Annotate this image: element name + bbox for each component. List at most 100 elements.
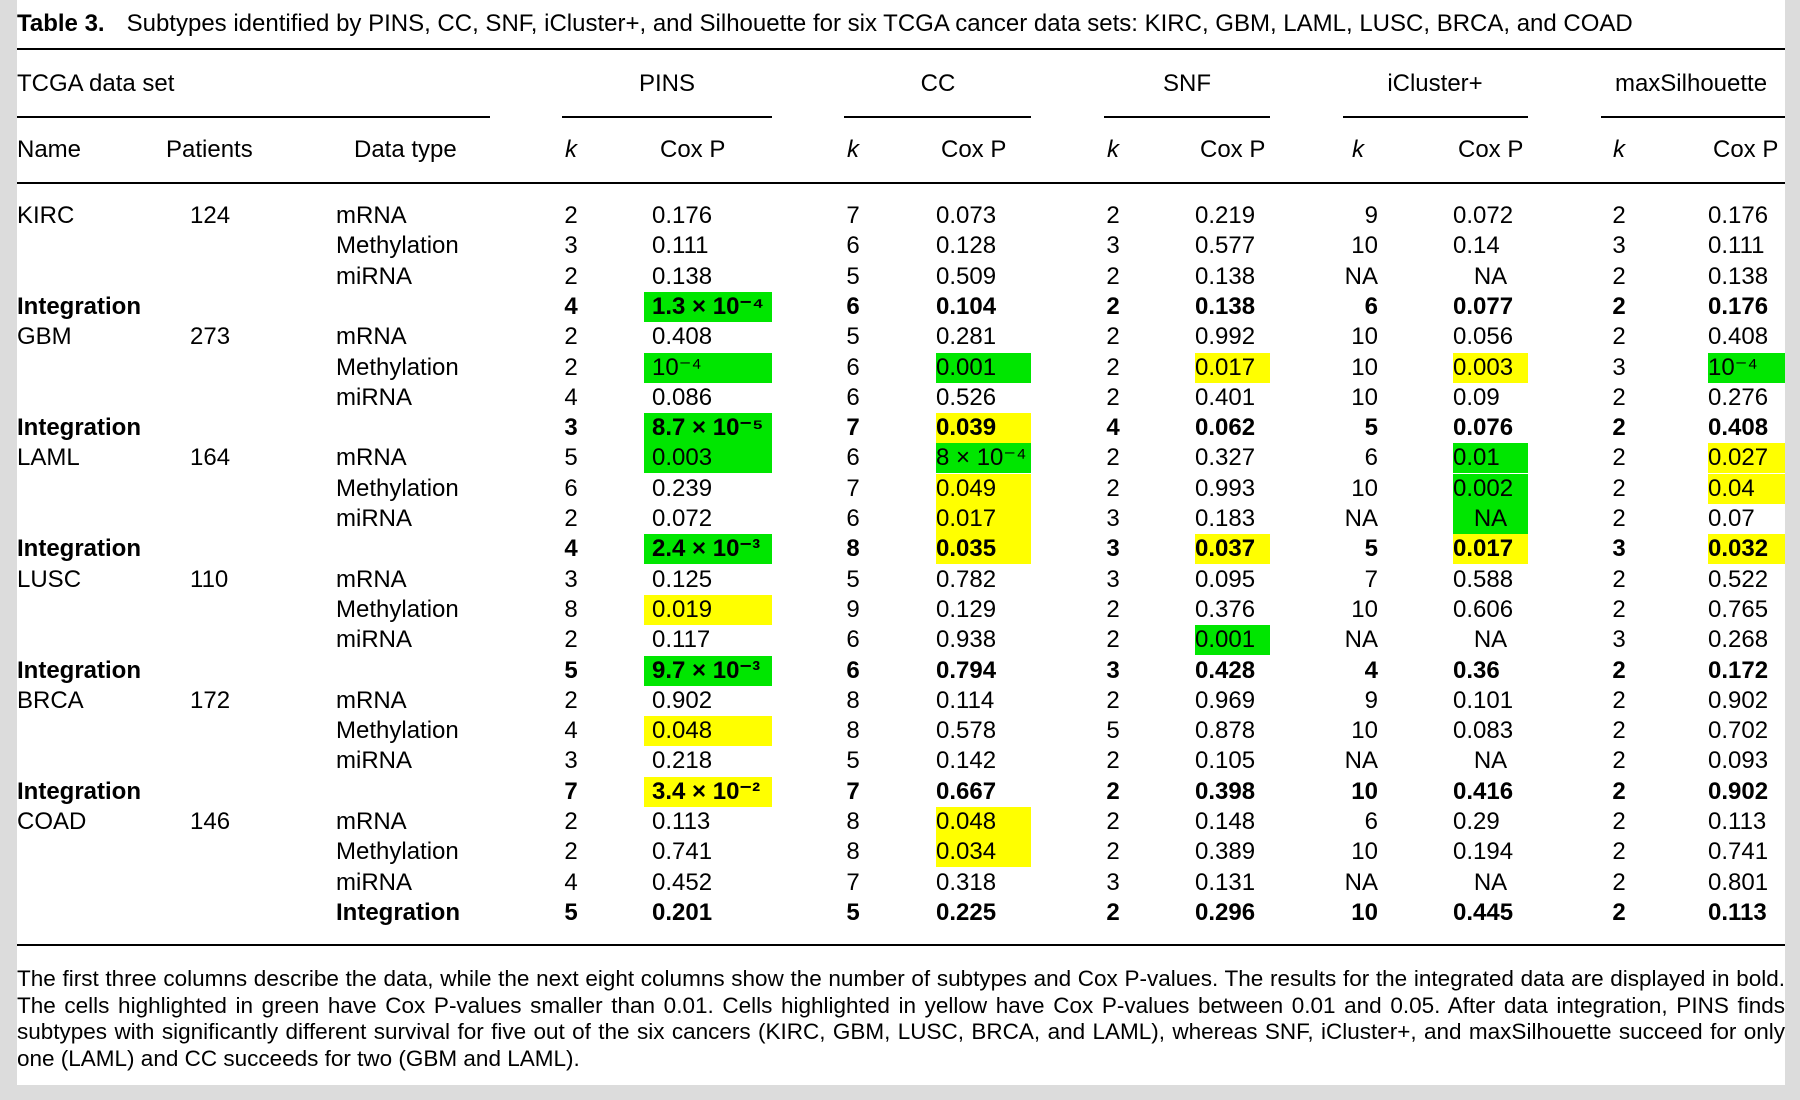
k-icluster: 10	[1351, 717, 1378, 745]
cox-p-icluster: 0.083	[1453, 717, 1514, 745]
row-name: Integration	[17, 292, 141, 320]
k-icluster: 5	[1364, 535, 1378, 563]
cox-p-pins: 0.117	[652, 626, 711, 654]
cox-p-cc: 0.782	[936, 565, 997, 593]
cox-p-cc: 0.225	[936, 898, 997, 926]
cox-p-snf: 0.095	[1195, 565, 1256, 593]
k-cc: 8	[846, 838, 860, 866]
row-data-type: Integration	[336, 898, 460, 926]
k-pins: 4	[564, 535, 578, 563]
row-data-type: miRNA	[336, 747, 412, 775]
k-icluster: 10	[1351, 595, 1378, 623]
k-icluster: 10	[1351, 838, 1378, 866]
k-cc: 6	[846, 353, 860, 381]
row-data-type: mRNA	[336, 323, 407, 351]
k-cc: 8	[846, 808, 860, 835]
k-pins: 4	[564, 383, 578, 411]
cox-p-snf: 0.327	[1195, 444, 1256, 472]
k-icluster: 6	[1364, 808, 1378, 835]
k-pins: 3	[564, 414, 578, 442]
table-row: LUSC 110 mRNA 3 0.125 5 0.782 3 0.095 7 0.588 2 0.52…	[17, 565, 1785, 595]
cox-p-maxsilhouette: 0.801	[1708, 868, 1769, 896]
cox-p-cc: 0.104	[936, 292, 997, 320]
k-cc: 5	[846, 898, 860, 926]
k-maxsilhouette: 3	[1612, 626, 1626, 654]
header-k-snf: k	[1107, 136, 1119, 163]
cox-p-icluster: 0.09	[1453, 383, 1500, 411]
cox-p-snf: 0.037	[1195, 534, 1270, 565]
k-pins: 2	[564, 202, 578, 229]
cox-p-icluster: NA	[1473, 262, 1508, 290]
k-snf: 2	[1106, 626, 1120, 654]
cox-p-pins: 0.452	[652, 868, 713, 896]
header-patients: Patients	[166, 136, 253, 163]
k-maxsilhouette: 2	[1612, 474, 1626, 502]
k-snf: 2	[1106, 474, 1120, 502]
k-snf: 2	[1106, 777, 1120, 805]
table-row: Methylation 2 10⁻⁴ 6 0.001 2 0.017 10 0.003 3 10⁻⁴	[17, 352, 1785, 383]
cox-p-pins: 0.218	[652, 747, 713, 775]
k-snf: 3	[1106, 535, 1120, 563]
cox-p-snf: 0.001	[1195, 625, 1270, 656]
k-icluster: 10	[1351, 777, 1378, 805]
row-patients: 124	[190, 202, 231, 229]
cox-p-maxsilhouette: 0.902	[1708, 777, 1769, 805]
cox-p-pins: 0.072	[652, 505, 713, 532]
cox-p-cc: 0.318	[936, 868, 997, 896]
header-group-cc: CC	[920, 70, 956, 97]
k-pins: 3	[564, 232, 578, 260]
cox-p-cc: 0.017	[936, 504, 1031, 534]
cox-p-snf: 0.969	[1195, 686, 1256, 714]
cox-p-maxsilhouette: 0.07	[1708, 505, 1755, 532]
table-row: KIRC 124 mRNA 2 0.176 7 0.073 2 0.219 9 0.072 2 0.17…	[17, 201, 1785, 231]
table-row: GBM 273 mRNA 2 0.408 5 0.281 2 0.992 10 0.056 2 0.40…	[17, 322, 1785, 352]
cox-p-snf: 0.138	[1195, 292, 1256, 320]
k-icluster: NA	[1344, 626, 1378, 654]
cox-p-snf: 0.401	[1195, 383, 1256, 411]
row-name: LUSC	[17, 565, 82, 593]
top-rule	[17, 48, 1785, 50]
k-pins: 7	[564, 777, 578, 805]
k-cc: 8	[846, 535, 860, 563]
row-name: Integration	[17, 535, 141, 563]
k-icluster: NA	[1344, 262, 1378, 290]
cox-p-maxsilhouette: 0.113	[1708, 808, 1767, 835]
cox-p-cc: 0.114	[936, 686, 995, 714]
cox-p-maxsilhouette: 0.741	[1708, 838, 1769, 866]
k-icluster: 10	[1351, 898, 1378, 926]
cox-p-pins: 0.125	[652, 565, 713, 593]
k-cc: 6	[846, 444, 860, 472]
k-icluster: 10	[1351, 383, 1378, 411]
cox-p-maxsilhouette: 0.111	[1708, 232, 1765, 260]
cox-p-pins: 0.048	[644, 716, 772, 747]
row-data-type: Methylation	[336, 838, 459, 866]
k-pins: 5	[564, 656, 578, 684]
cox-p-maxsilhouette: 0.138	[1708, 262, 1769, 290]
row-data-type: miRNA	[336, 383, 412, 411]
k-icluster: 10	[1351, 353, 1378, 381]
row-data-type: mRNA	[336, 202, 407, 229]
k-icluster: 9	[1364, 686, 1378, 714]
cox-p-cc: 0.938	[936, 626, 997, 654]
cox-p-icluster: 0.101	[1453, 686, 1514, 714]
cox-p-cc: 0.142	[936, 747, 997, 775]
group-underline-pins	[562, 116, 772, 118]
header-group-pins: PINS	[638, 70, 695, 97]
k-snf: 3	[1106, 868, 1120, 896]
cox-p-icluster: 0.29	[1453, 808, 1500, 835]
k-pins: 2	[564, 353, 578, 381]
k-cc: 7	[846, 868, 860, 896]
cox-p-pins: 0.138	[652, 262, 713, 290]
cox-p-icluster: NA	[1453, 504, 1528, 534]
k-maxsilhouette: 2	[1612, 383, 1626, 411]
k-pins: 2	[564, 323, 578, 351]
row-patients: 146	[190, 808, 231, 835]
header-group-snf: SNF	[1163, 70, 1211, 97]
k-pins: 5	[564, 898, 578, 926]
k-maxsilhouette: 2	[1612, 595, 1626, 623]
table-caption: Table 3. Subtypes identified by PINS, CC,…	[17, 10, 1633, 38]
cox-p-cc: 0.039	[936, 413, 1031, 444]
cox-p-maxsilhouette: 0.522	[1708, 565, 1769, 593]
cox-p-snf: 0.389	[1195, 838, 1256, 866]
header-dataset: TCGA data set	[17, 70, 175, 97]
